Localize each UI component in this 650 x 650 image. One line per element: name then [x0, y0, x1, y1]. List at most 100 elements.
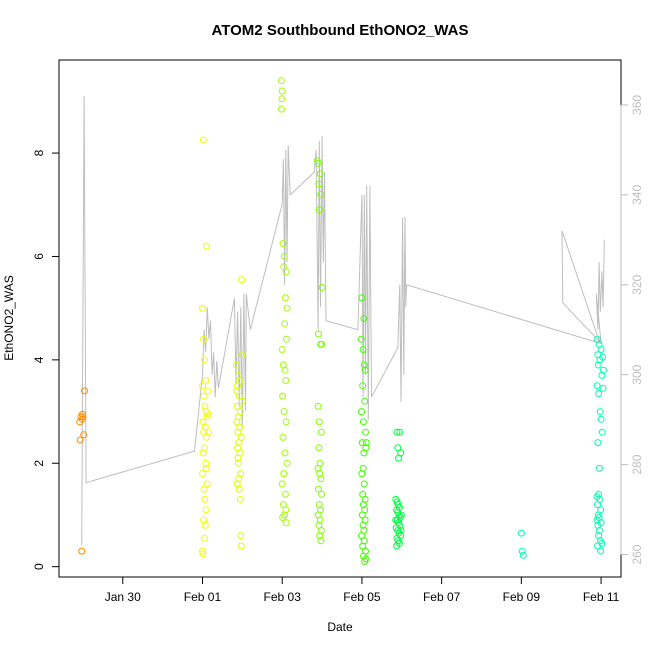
- data-point: [199, 136, 207, 144]
- series-6: [392, 428, 405, 550]
- data-point: [595, 390, 603, 397]
- data-point: [283, 459, 291, 467]
- data-point: [596, 527, 603, 534]
- data-point: [358, 470, 366, 478]
- x-axis-label: Date: [327, 620, 353, 634]
- data-point: [281, 366, 289, 374]
- series-7: [517, 335, 607, 559]
- data-point: [316, 470, 324, 478]
- data-point: [397, 527, 405, 534]
- secondary-y-tick-label: 320: [630, 274, 644, 294]
- data-point: [279, 392, 287, 400]
- data-point: [235, 439, 243, 447]
- data-point: [359, 346, 367, 353]
- series-0: [76, 387, 88, 555]
- secondary-line-layer: [81, 95, 605, 546]
- data-point: [395, 454, 403, 462]
- data-point: [199, 382, 206, 390]
- data-point: [201, 534, 208, 542]
- data-point: [232, 361, 240, 369]
- data-point: [318, 490, 326, 498]
- data-point: [315, 206, 323, 214]
- data-point: [315, 330, 322, 338]
- data-point: [199, 304, 206, 312]
- x-tick-label: Feb 09: [503, 590, 541, 604]
- secondary-y-tick-label: 340: [630, 185, 644, 205]
- plot-area-frame: [58, 59, 622, 578]
- series-1: [199, 136, 212, 558]
- data-point: [597, 346, 605, 353]
- data-point: [278, 346, 286, 353]
- data-point: [394, 444, 402, 452]
- data-point: [594, 361, 602, 369]
- series-4: [313, 157, 326, 545]
- y-axis-label: EthONO2_WAS: [2, 275, 16, 361]
- data-point: [201, 521, 209, 529]
- data-point: [79, 410, 86, 418]
- data-point: [201, 495, 209, 503]
- data-point: [597, 547, 605, 555]
- secondary-y-tick-label: 360: [630, 95, 644, 115]
- data-point: [205, 428, 212, 436]
- data-point: [360, 480, 368, 488]
- secondary-y-tick-label: 260: [630, 544, 644, 564]
- data-point: [202, 506, 210, 514]
- data-point: [234, 454, 242, 462]
- data-point: [316, 170, 324, 178]
- data-point: [599, 353, 607, 361]
- data-point: [315, 485, 322, 493]
- x-tick-label: Feb 07: [423, 590, 461, 604]
- data-point: [281, 449, 289, 457]
- data-point: [361, 495, 369, 503]
- data-point: [360, 361, 368, 369]
- data-point: [314, 402, 322, 410]
- data-point: [234, 459, 242, 467]
- data-point: [318, 340, 326, 348]
- data-point: [281, 320, 289, 328]
- data-point: [238, 351, 246, 359]
- data-point: [199, 449, 207, 457]
- data-point: [278, 87, 286, 95]
- data-point: [202, 459, 210, 467]
- data-point: [313, 157, 321, 165]
- data-point: [201, 444, 208, 452]
- data-point: [361, 397, 369, 405]
- data-point: [315, 501, 323, 509]
- data-point: [519, 551, 527, 559]
- y-axis: 0 2 4 6 8: [32, 149, 60, 570]
- y-tick-label: 4: [32, 356, 46, 363]
- data-point: [357, 335, 365, 343]
- data-point: [600, 366, 607, 374]
- series-2: [232, 276, 246, 550]
- data-point: [234, 428, 242, 436]
- data-point: [358, 532, 365, 540]
- data-point: [594, 439, 602, 447]
- data-point: [283, 335, 291, 343]
- data-point: [393, 428, 401, 436]
- data-point: [233, 387, 241, 395]
- data-point: [392, 516, 400, 524]
- secondary-y-tick-label: 280: [630, 454, 644, 474]
- data-point: [235, 485, 243, 493]
- data-point: [279, 433, 287, 441]
- series-5: [357, 294, 370, 565]
- data-point: [317, 190, 325, 198]
- data-point: [200, 392, 208, 400]
- data-point: [596, 408, 604, 416]
- data-point: [199, 550, 207, 558]
- data-point: [79, 413, 87, 421]
- data-point: [281, 490, 289, 498]
- chart-title: ATOM2 Southbound EthONO2_WAS: [212, 22, 469, 39]
- data-point: [358, 408, 365, 416]
- data-point: [282, 377, 290, 384]
- data-point: [358, 439, 366, 447]
- data-point: [233, 418, 241, 426]
- secondary-series-line: [81, 95, 605, 546]
- data-point: [199, 470, 206, 478]
- x-tick-label: Feb 05: [343, 590, 381, 604]
- data-point: [316, 532, 324, 540]
- data-point: [203, 464, 210, 472]
- data-point: [204, 387, 212, 395]
- data-point: [362, 444, 370, 452]
